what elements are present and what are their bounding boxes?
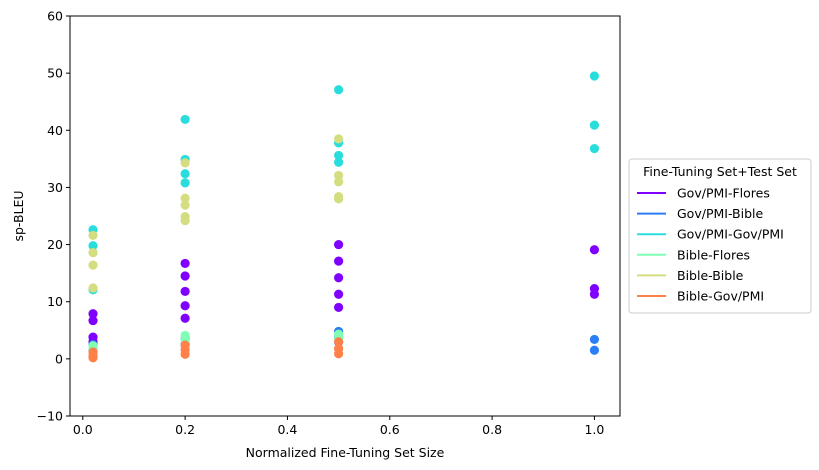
legend-label: Bible-Gov/PMI xyxy=(677,289,764,304)
point-gov-pmi-bible xyxy=(589,334,600,345)
point-gov-pmi-flores xyxy=(88,315,98,326)
point-gov-pmi-gov-pmi xyxy=(334,157,344,167)
y-axis-label: sp-BLEU xyxy=(11,190,26,241)
point-gov-pmi-gov-pmi xyxy=(88,241,98,251)
legend-label: Gov/PMI-Gov/PMI xyxy=(677,227,784,242)
y-tick-label: 50 xyxy=(47,66,63,81)
x-tick-label: 0.0 xyxy=(73,422,93,437)
y-axis-ticks: −10 0 10 20 30 40 50 60 xyxy=(37,9,70,424)
x-tick-label: 0.2 xyxy=(175,422,195,437)
point-gov-pmi-flores xyxy=(180,271,190,281)
y-tick-label: 10 xyxy=(47,294,63,309)
point-gov-pmi-gov-pmi xyxy=(180,178,190,188)
point-gov-pmi-flores xyxy=(589,289,600,299)
x-axis-label: Normalized Fine-Tuning Set Size xyxy=(246,445,445,460)
point-gov-pmi-flores xyxy=(88,309,98,319)
point-bible-bible xyxy=(334,170,344,181)
y-tick-label: 60 xyxy=(47,9,63,24)
y-tick-label: 30 xyxy=(47,180,63,195)
x-tick-label: 0.8 xyxy=(482,422,502,437)
point-gov-pmi-gov-pmi xyxy=(589,71,600,81)
point-bible-bible xyxy=(88,260,98,270)
y-tick-label: 20 xyxy=(47,237,63,252)
plot-frame xyxy=(69,15,621,417)
point-gov-pmi-gov-pmi xyxy=(180,114,190,125)
point-gov-pmi-gov-pmi xyxy=(180,169,190,179)
legend-label: Gov/PMI-Bible xyxy=(677,206,763,221)
point-bible-bible xyxy=(88,247,98,258)
point-bible-bible xyxy=(88,230,98,241)
point-gov-pmi-flores xyxy=(334,239,344,250)
legend-label: Bible-Flores xyxy=(677,247,750,262)
legend: Fine-Tuning Set+Test Set Gov/PMI-FloresG… xyxy=(628,158,812,314)
point-gov-pmi-gov-pmi xyxy=(589,143,600,154)
point-gov-pmi-flores xyxy=(180,301,190,311)
point-bible-bible xyxy=(180,200,190,210)
point-gov-pmi-bible xyxy=(589,345,600,355)
point-bible-bible xyxy=(334,177,344,187)
point-gov-pmi-flores xyxy=(334,302,344,313)
data-points xyxy=(88,71,600,363)
point-gov-pmi-flores xyxy=(334,256,344,266)
point-gov-pmi-flores xyxy=(589,245,600,255)
x-tick-label: 1.0 xyxy=(584,422,604,437)
point-gov-pmi-gov-pmi xyxy=(334,85,344,95)
point-gov-pmi-flores xyxy=(334,273,344,283)
legend-label: Gov/PMI-Flores xyxy=(677,186,770,201)
point-bible-gov-pmi xyxy=(334,337,344,347)
legend-entries: Gov/PMI-Flores Gov/PMI-Bible Gov/PMI-Gov/P… xyxy=(637,186,784,304)
legend-box xyxy=(628,158,812,314)
y-tick-label: 0 xyxy=(55,351,63,366)
point-gov-pmi-gov-pmi xyxy=(334,150,344,161)
y-tick-label: 40 xyxy=(47,123,63,138)
point-gov-pmi-flores xyxy=(180,286,190,297)
legend-title: Fine-Tuning Set+Test Set xyxy=(643,164,797,179)
y-tick-label: −10 xyxy=(37,409,63,424)
point-bible-bible xyxy=(180,158,190,168)
point-bible-bible xyxy=(334,194,344,204)
point-gov-pmi-flores xyxy=(180,258,190,269)
point-gov-pmi-gov-pmi xyxy=(589,120,600,130)
point-gov-pmi-flores xyxy=(180,313,190,323)
legend-label: Bible-Bible xyxy=(677,268,744,283)
point-bible-bible xyxy=(180,215,190,226)
x-axis-ticks: 0.0 0.2 0.4 0.6 0.8 1.0 xyxy=(73,416,604,437)
point-gov-pmi-flores xyxy=(334,289,344,299)
x-tick-label: 0.4 xyxy=(277,422,297,437)
x-tick-label: 0.6 xyxy=(380,422,400,437)
point-bible-bible xyxy=(334,134,344,144)
point-bible-bible xyxy=(180,193,190,203)
point-bible-gov-pmi xyxy=(334,349,344,359)
point-bible-bible xyxy=(88,283,98,293)
point-bible-gov-pmi xyxy=(180,349,190,359)
point-bible-gov-pmi xyxy=(88,353,98,363)
